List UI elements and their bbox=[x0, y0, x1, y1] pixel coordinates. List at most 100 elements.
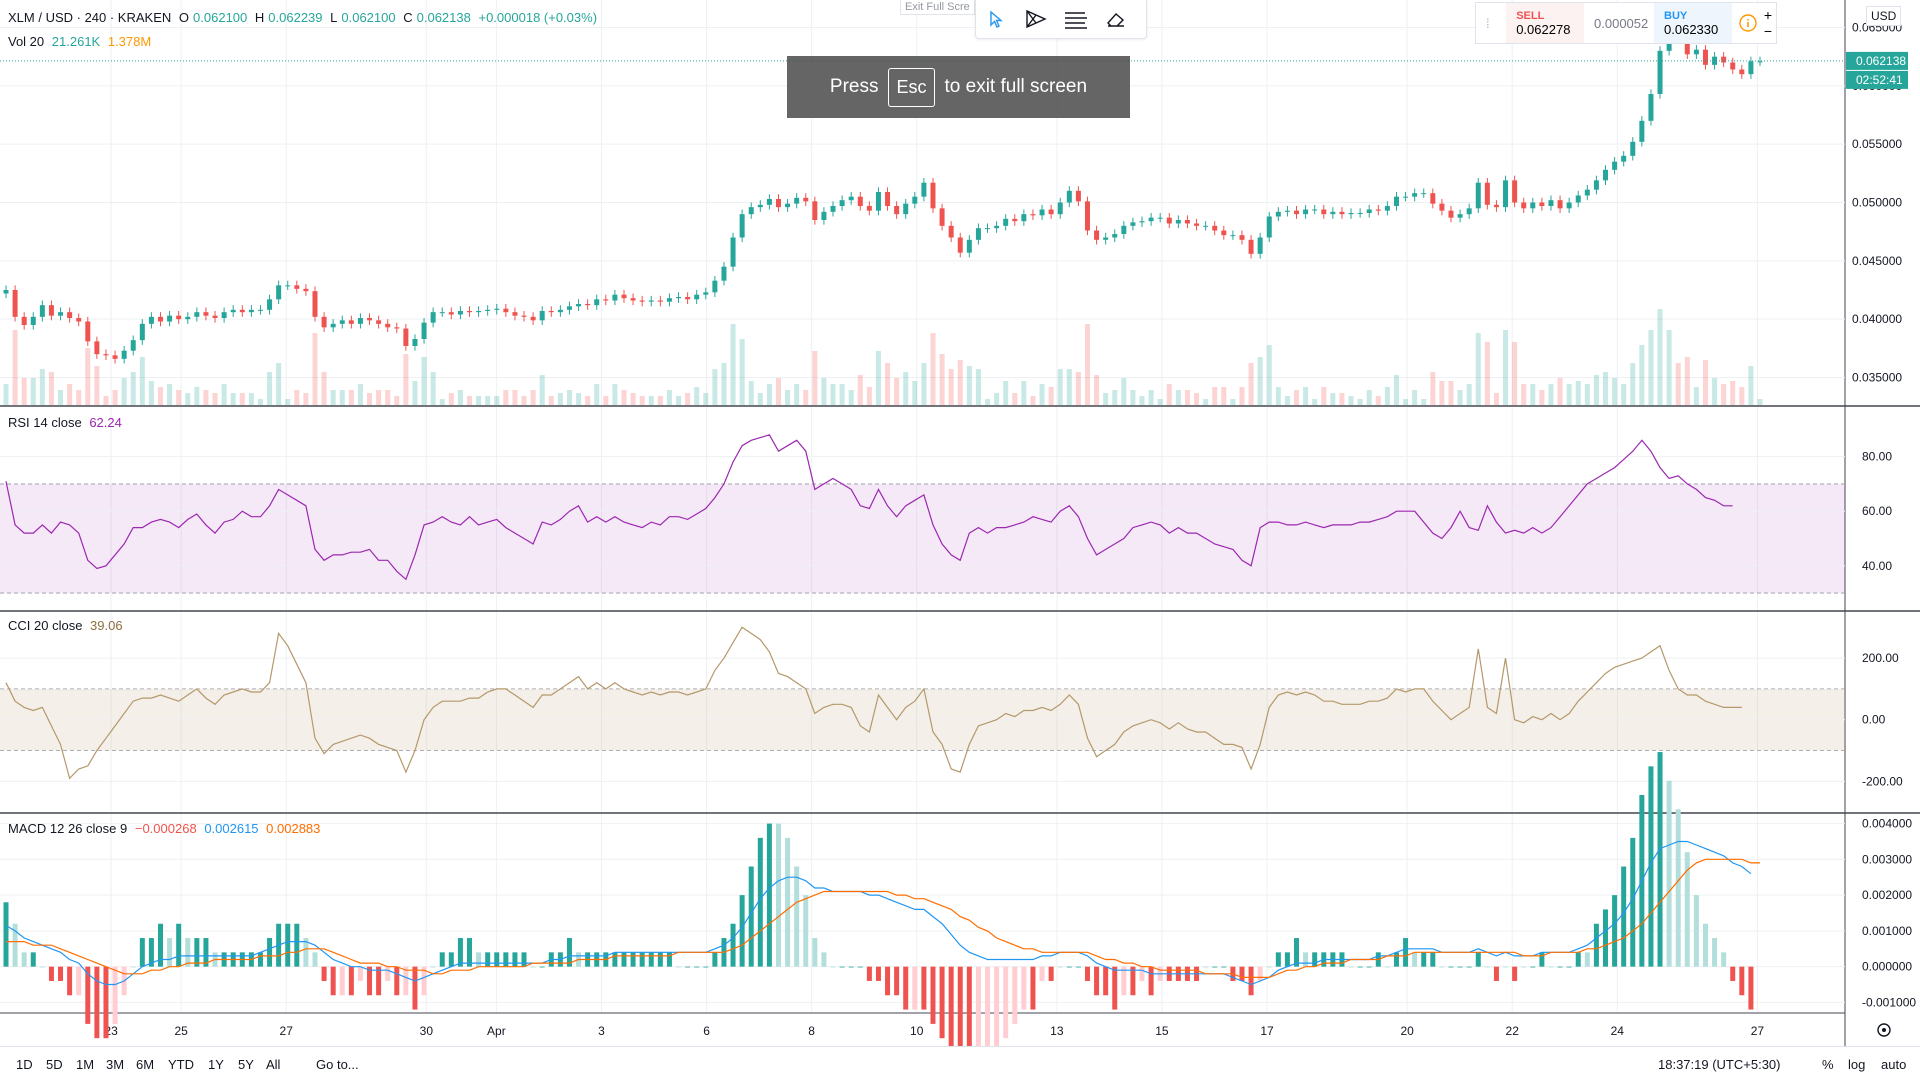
macd-histogram-bar bbox=[566, 938, 572, 967]
price-tick-label: 0.040000 bbox=[1852, 312, 1902, 326]
low-label: L bbox=[330, 10, 338, 25]
macd-histogram-bar bbox=[1403, 938, 1409, 967]
drag-handle-icon[interactable]: ⁞ bbox=[1486, 15, 1490, 31]
candle-body bbox=[285, 285, 291, 287]
volume-bar bbox=[1203, 399, 1209, 405]
range-button-6m[interactable]: 6M bbox=[136, 1057, 155, 1072]
macd-histogram-bar bbox=[521, 952, 527, 967]
info-icon[interactable] bbox=[1732, 3, 1760, 43]
macd-histogram-bar bbox=[994, 966, 1000, 1046]
macd-histogram-bar bbox=[457, 938, 463, 967]
volume-bar bbox=[1712, 378, 1718, 405]
time-tick-label: 27 bbox=[280, 1024, 294, 1038]
candle-body bbox=[430, 312, 436, 323]
candle-body bbox=[1239, 235, 1245, 240]
macd-histogram-bar bbox=[12, 923, 18, 967]
range-button-1d[interactable]: 1D bbox=[16, 1057, 33, 1072]
candle-body bbox=[1512, 180, 1518, 203]
candle-body bbox=[730, 237, 736, 267]
volume-bar bbox=[76, 390, 82, 405]
macd-histogram-bar bbox=[494, 952, 500, 967]
time-tick-label: 27 bbox=[1751, 1024, 1765, 1038]
goto-button[interactable]: Go to... bbox=[316, 1057, 359, 1072]
macd-histogram-bar bbox=[1121, 966, 1127, 996]
candle-body bbox=[303, 288, 309, 292]
volume-label[interactable]: Vol 20 bbox=[8, 34, 45, 49]
macd-histogram-bar bbox=[812, 938, 818, 967]
macd-histogram-bar bbox=[1393, 952, 1399, 967]
volume-bars bbox=[3, 309, 1763, 405]
volume-bar bbox=[203, 390, 209, 405]
lines-tool[interactable] bbox=[1056, 0, 1096, 38]
zoom-out-button[interactable]: − bbox=[1763, 23, 1773, 39]
cci-label[interactable]: CCI 20 close bbox=[8, 618, 83, 633]
macd-histogram-bar bbox=[1521, 966, 1527, 968]
pattern-tool[interactable] bbox=[1016, 0, 1056, 38]
sell-button[interactable]: SELL 0.062278 bbox=[1506, 3, 1585, 43]
settings-gear-icon[interactable] bbox=[1877, 1023, 1891, 1037]
candle-body bbox=[1648, 94, 1654, 121]
macd-histogram-bar bbox=[1084, 966, 1090, 981]
candle-body bbox=[94, 341, 100, 355]
cursor-tool[interactable] bbox=[976, 0, 1016, 38]
log-toggle[interactable]: log bbox=[1848, 1057, 1866, 1072]
volume-bar bbox=[730, 324, 736, 405]
candle-body bbox=[930, 182, 936, 209]
volume-bar bbox=[394, 396, 400, 405]
volume-bar bbox=[321, 372, 327, 405]
volume-bar bbox=[466, 396, 472, 405]
range-button-ytd[interactable]: YTD bbox=[168, 1057, 194, 1072]
candle-body bbox=[1421, 193, 1427, 195]
range-button-3m[interactable]: 3M bbox=[106, 1057, 125, 1072]
symbol-label[interactable]: XLM / USD · 240 · KRAKEN bbox=[8, 10, 172, 25]
macd-histogram-bar bbox=[1075, 966, 1081, 968]
indicator-band bbox=[0, 483, 1845, 594]
volume-bar bbox=[957, 360, 963, 405]
macd-histogram-bar bbox=[39, 966, 45, 968]
volume-bar bbox=[1475, 333, 1481, 405]
range-button-1m[interactable]: 1M bbox=[76, 1057, 95, 1072]
candle-body bbox=[257, 309, 263, 311]
chart-canvas[interactable]: 23 25 27 30 Apr 3 6 8 10 13 15 17 20 22 24 270.0350000.… bbox=[0, 0, 1920, 1046]
range-button-all[interactable]: All bbox=[266, 1057, 281, 1072]
candle-body bbox=[521, 315, 527, 317]
macd-label[interactable]: MACD 12 26 close 9 bbox=[8, 821, 128, 836]
main-legend: XLM / USD · 240 · KRAKEN O 0.062100 H 0.06… bbox=[8, 10, 601, 25]
range-button-5d[interactable]: 5D bbox=[46, 1057, 63, 1072]
eraser-tool[interactable] bbox=[1096, 0, 1136, 38]
exit-fullscreen-hint[interactable]: Exit Full Scre bbox=[900, 0, 975, 15]
candle-body bbox=[1048, 209, 1054, 215]
macd-histogram-bar bbox=[657, 952, 663, 967]
macd-histogram-bar bbox=[1593, 923, 1599, 967]
volume-bar bbox=[912, 381, 918, 405]
indicator-tick-label: 60.00 bbox=[1862, 504, 1892, 518]
clock-label[interactable]: 18:37:19 (UTC+5:30) bbox=[1658, 1057, 1781, 1072]
macd-histogram-bar bbox=[385, 966, 391, 981]
volume-bar bbox=[921, 363, 927, 405]
last-price-tag bbox=[1846, 51, 1908, 70]
candle-body bbox=[803, 197, 809, 202]
percent-toggle[interactable]: % bbox=[1822, 1057, 1834, 1072]
volume-bar bbox=[139, 357, 145, 405]
rsi-label[interactable]: RSI 14 close bbox=[8, 415, 82, 430]
candle-body bbox=[721, 266, 727, 281]
auto-toggle[interactable]: auto bbox=[1881, 1057, 1907, 1072]
range-button-5y[interactable]: 5Y bbox=[238, 1057, 254, 1072]
buy-button[interactable]: BUY 0.062330 bbox=[1654, 3, 1732, 43]
volume-bar bbox=[112, 390, 118, 405]
macd-histogram-bar bbox=[448, 952, 454, 967]
volume-bar bbox=[1421, 399, 1427, 405]
floating-toolbar bbox=[975, 0, 1147, 39]
macd-histogram-bar bbox=[630, 952, 636, 967]
currency-label[interactable]: USD bbox=[1866, 6, 1902, 26]
range-button-1y[interactable]: 1Y bbox=[208, 1057, 224, 1072]
candle-body bbox=[1057, 202, 1063, 215]
candle-body bbox=[58, 312, 64, 316]
macd-histogram-bar bbox=[30, 952, 36, 967]
volume-bar bbox=[239, 393, 245, 405]
macd-histogram-bar bbox=[1257, 966, 1263, 981]
zoom-in-button[interactable]: + bbox=[1763, 7, 1773, 23]
candle-body bbox=[857, 196, 863, 206]
volume-bar bbox=[966, 366, 972, 405]
